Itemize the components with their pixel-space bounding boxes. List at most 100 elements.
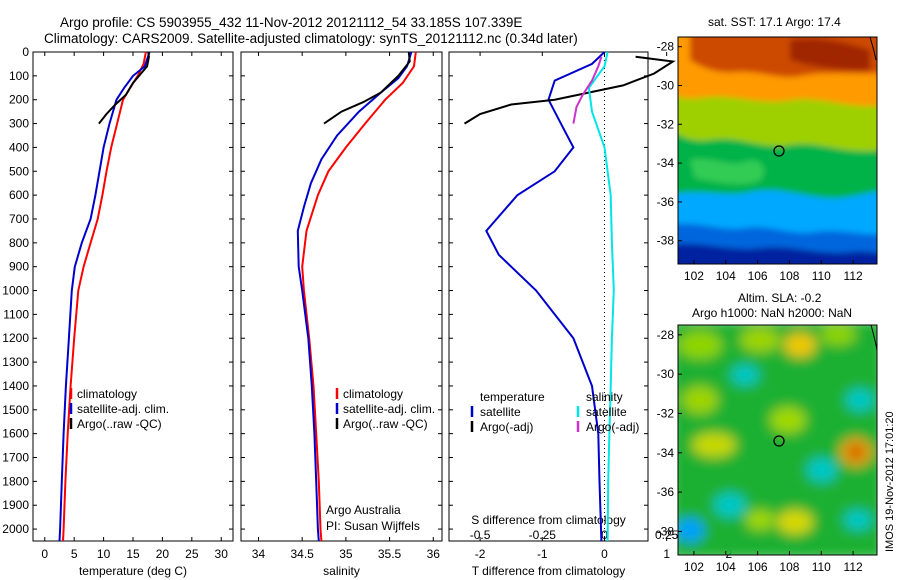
- map-x-tick-label: 102: [684, 269, 704, 283]
- sla-map-frame: [677, 324, 878, 556]
- y-tick-label: 1700: [2, 451, 29, 465]
- sla-map-field: [678, 325, 877, 555]
- figure-title-line2: Climatology: CARS2009. Satellite-adjuste…: [44, 31, 578, 46]
- y-tick-label: 1600: [2, 427, 29, 441]
- map-y-tick-label: -30: [657, 367, 675, 381]
- difference-series-3: [572, 56, 603, 124]
- map-y-tick-label: -28: [657, 40, 675, 54]
- x-tick-label-salinity: 0: [601, 528, 608, 542]
- x-tick-label: 36: [427, 547, 441, 561]
- map-x-tick-label: 110: [812, 560, 831, 574]
- sla-map-title-line2: Argo h1000: NaN h2000: NaN: [692, 306, 852, 320]
- map-y-tick-label: -34: [657, 446, 675, 460]
- sla-map-title-line1: Altim. SLA: -0.2: [738, 291, 822, 305]
- legend-label: Argo(-adj): [586, 420, 639, 434]
- y-tick-label: 1500: [2, 403, 29, 417]
- sst-map-frame: [677, 36, 878, 265]
- x-tick-label-salinity: -0.25: [529, 528, 557, 542]
- x-tick-label: 5: [71, 547, 78, 561]
- difference-xlabel-top: S difference from climatology: [471, 513, 626, 527]
- difference-series-0: [485, 51, 606, 542]
- y-tick-label: 600: [9, 188, 29, 202]
- x-tick-label: 35.5: [378, 547, 402, 561]
- y-tick-label: 800: [9, 236, 29, 250]
- legend-label: satellite: [480, 405, 521, 419]
- y-tick-label: 1100: [3, 307, 29, 321]
- map-y-tick-label: -38: [657, 524, 675, 538]
- sst-coastline: [869, 36, 877, 61]
- profile-panels: 0100200300400500600700800900100011001200…: [2, 45, 737, 578]
- sla-map: Altim. SLA: -0.2 Argo h1000: NaN h2000: …: [657, 291, 878, 574]
- y-tick-label: 900: [9, 260, 29, 274]
- sst-argo-marker: [773, 145, 785, 157]
- y-tick-label: 100: [9, 69, 29, 83]
- map-y-tick-label: -38: [657, 234, 675, 248]
- y-tick-label: 1400: [2, 379, 29, 393]
- bottom-map-ticks: 102 104 106 108 110 112 -28 -30 -32 -34 -36 -38: [657, 328, 863, 574]
- x-tick-label-salinity: 0.25: [655, 528, 679, 542]
- sla-argo-marker: [773, 435, 785, 447]
- x-tick-label: 0: [601, 547, 608, 561]
- salinity-xlabel: salinity: [323, 564, 360, 578]
- map-y-tick-label: -28: [657, 328, 675, 342]
- y-tick-label: 1900: [2, 498, 29, 512]
- temperature-series-2: [98, 51, 150, 125]
- top-map-ticks: 102 104 106 108 110 112 -28 -30 -32 -34 -36 -38: [657, 40, 863, 283]
- map-x-tick-label: 102: [684, 560, 704, 574]
- x-tick-label: 30: [215, 547, 229, 561]
- map-y-tick-label: -32: [657, 117, 675, 131]
- difference-series-1: [463, 55, 676, 125]
- y-tick-label: 300: [9, 117, 29, 131]
- x-tick-label: 0: [41, 547, 48, 561]
- map-y-tick-label: -36: [657, 195, 675, 209]
- map-x-tick-label: 106: [748, 269, 768, 283]
- legend-label: Argo(..raw -QC): [77, 417, 162, 431]
- salinity-axes-frame: [240, 51, 443, 542]
- map-x-tick-label: 106: [748, 560, 768, 574]
- legend-label: climatology: [77, 387, 137, 401]
- y-tick-label: 400: [9, 140, 29, 154]
- y-tick-label: 200: [9, 93, 29, 107]
- map-y-tick-label: -36: [657, 485, 675, 499]
- attribution-line2: PI: Susan Wijffels: [326, 519, 420, 533]
- x-tick-label: -1: [537, 547, 548, 561]
- map-x-tick-label: 104: [716, 560, 736, 574]
- y-tick-label: 1300: [2, 355, 29, 369]
- x-tick-label: 25: [185, 547, 199, 561]
- temperature-series-1: [58, 51, 151, 542]
- timestamp-label: IMOS 19-Nov-2012 17:01:20: [884, 411, 896, 552]
- y-tick-label: 700: [9, 212, 29, 226]
- y-tick-label: 1000: [2, 284, 29, 298]
- y-tick-label: 500: [9, 164, 29, 178]
- x-tick-label: 34: [252, 547, 266, 561]
- attribution-line1: Argo Australia: [326, 503, 401, 517]
- temperature-series-0: [62, 51, 147, 542]
- difference-axes-frame: [448, 51, 649, 542]
- legend-label: climatology: [343, 387, 403, 401]
- sst-map: sat. SST: 17.1 Argo: 17.4 102 104 106 108 11…: [657, 15, 878, 283]
- x-tick-label-salinity: -0.5: [470, 528, 491, 542]
- y-tick-label: 2000: [2, 522, 29, 536]
- map-x-tick-label: 108: [779, 560, 799, 574]
- map-x-tick-label: 108: [779, 269, 799, 283]
- x-tick-label: 35: [339, 547, 353, 561]
- y-tick-label: 0: [22, 45, 29, 59]
- map-y-tick-label: -34: [657, 156, 675, 170]
- salinity-series-2: [323, 51, 411, 125]
- legend-label: Argo(..raw -QC): [343, 417, 428, 431]
- legend-heading: temperature: [480, 390, 545, 404]
- map-x-tick-label: 104: [716, 269, 736, 283]
- salinity-panel: 34 34.5 35 35.5 36 salinity climatologysatelli…: [240, 51, 443, 578]
- map-x-tick-label: 112: [844, 560, 863, 574]
- map-y-tick-label: -32: [657, 406, 675, 420]
- temperature-xlabel: temperature (deg C): [79, 564, 187, 578]
- map-x-tick-label: 112: [844, 269, 863, 283]
- salinity-series-1: [296, 51, 413, 542]
- legend-label: satellite: [586, 405, 627, 419]
- x-tick-label: 10: [97, 547, 111, 561]
- x-tick-label: -2: [475, 547, 486, 561]
- sst-map-title: sat. SST: 17.1 Argo: 17.4: [708, 15, 841, 29]
